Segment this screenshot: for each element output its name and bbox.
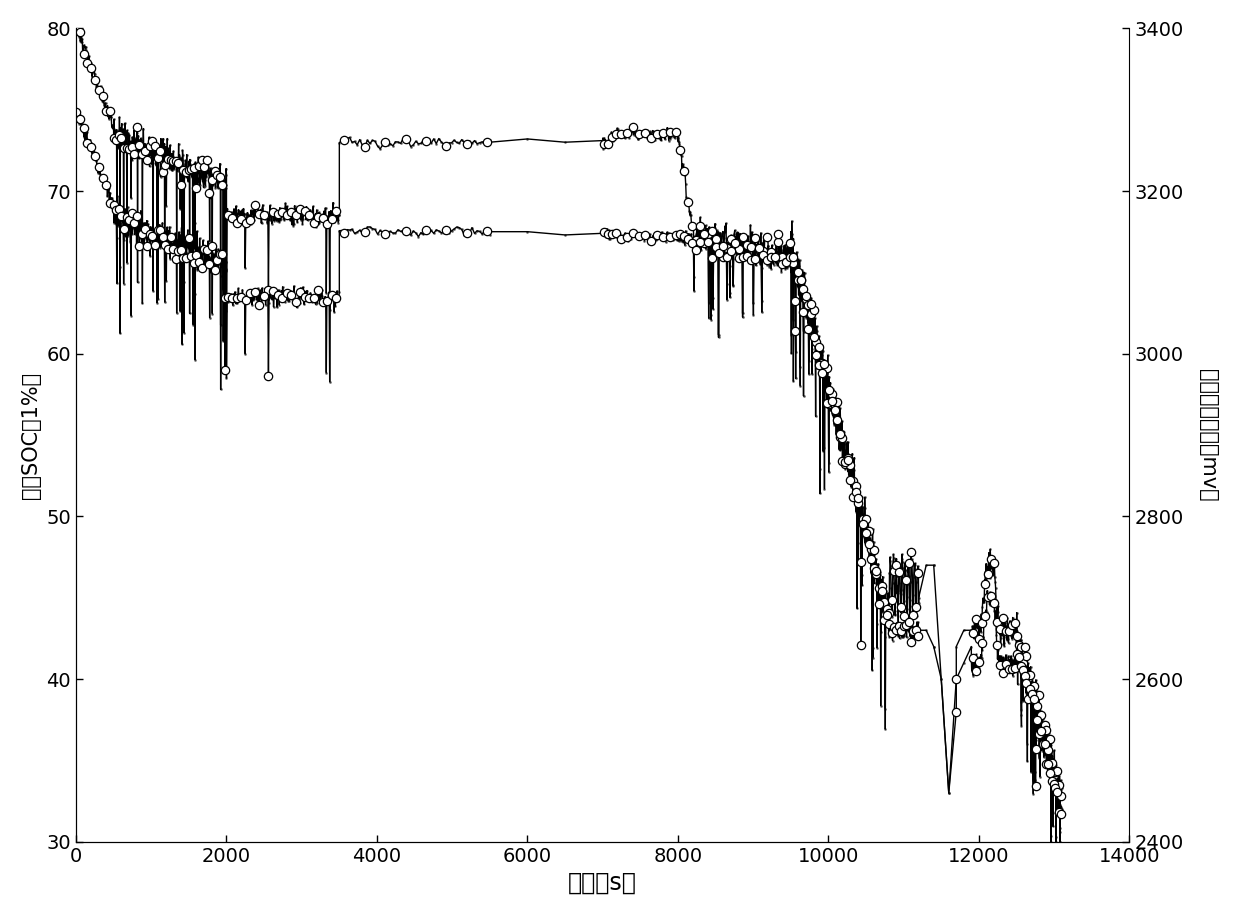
Y-axis label: 最小单体电压（mv）: 最小单体电压（mv）	[1198, 369, 1218, 501]
Y-axis label: 真实SOC（1%）: 真实SOC（1%）	[21, 372, 41, 498]
X-axis label: 时间（s）: 时间（s）	[569, 871, 637, 895]
